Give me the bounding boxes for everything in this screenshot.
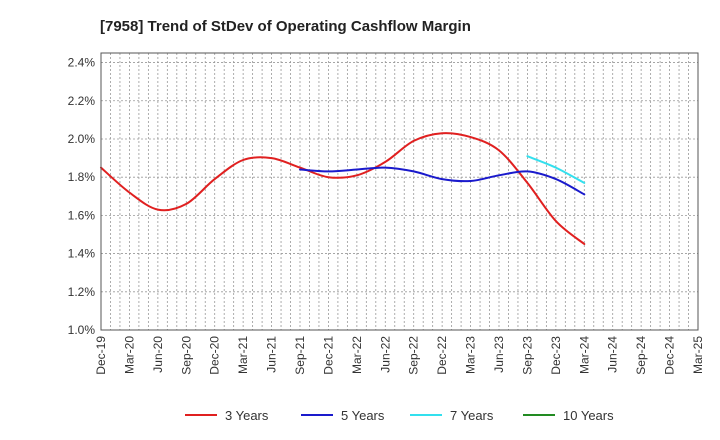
legend-label-5-years: 5 Years bbox=[341, 408, 385, 423]
x-tick-label: Mar-25 bbox=[691, 336, 705, 374]
legend: 3 Years 5 Years 7 Years 10 Years bbox=[185, 408, 614, 423]
series-lines bbox=[100, 132, 586, 245]
x-tick-label: Jun-21 bbox=[265, 336, 279, 373]
plot-frame bbox=[100, 52, 699, 331]
x-tick-label: Jun-24 bbox=[606, 336, 620, 373]
y-tick-label: 2.0% bbox=[68, 132, 96, 146]
series-line-3-years bbox=[100, 132, 586, 245]
x-tick-label: Sep-21 bbox=[293, 336, 307, 375]
y-tick-label: 1.0% bbox=[68, 323, 96, 337]
x-tick-label: Mar-20 bbox=[122, 336, 136, 374]
y-tick-label: 1.2% bbox=[68, 285, 96, 299]
series-line-5-years bbox=[299, 166, 586, 196]
y-tick-label: 1.8% bbox=[68, 170, 96, 184]
series-line-7-years bbox=[526, 155, 586, 184]
legend-label-3-years: 3 Years bbox=[225, 408, 269, 423]
y-tick-label: 1.4% bbox=[68, 247, 96, 261]
legend-label-7-years: 7 Years bbox=[450, 408, 494, 423]
x-tick-label: Mar-21 bbox=[236, 336, 250, 374]
chart-title: [7958] Trend of StDev of Operating Cashf… bbox=[100, 18, 471, 35]
x-tick-label: Jun-20 bbox=[151, 336, 165, 373]
x-tick-label: Sep-23 bbox=[520, 336, 534, 375]
x-tick-label: Dec-24 bbox=[663, 336, 677, 375]
x-tick-label: Mar-22 bbox=[350, 336, 364, 374]
plot-area bbox=[101, 53, 698, 330]
y-tick-label: 1.6% bbox=[68, 208, 96, 222]
x-tick-label: Mar-23 bbox=[464, 336, 478, 374]
x-tick-label: Dec-23 bbox=[549, 336, 563, 375]
x-tick-label: Dec-19 bbox=[94, 336, 108, 375]
y-tick-label: 2.2% bbox=[68, 94, 96, 108]
x-tick-label: Sep-22 bbox=[407, 336, 421, 375]
x-tick-label: Dec-20 bbox=[208, 336, 222, 375]
x-axis: Dec-19 Mar-20 Jun-20 Sep-20 Dec-20 Mar-21 Jun-… bbox=[94, 336, 705, 375]
x-tick-label: Sep-24 bbox=[634, 336, 648, 375]
x-tick-label: Jun-22 bbox=[378, 336, 392, 373]
x-tick-label: Jun-23 bbox=[492, 336, 506, 373]
x-tick-label: Sep-20 bbox=[179, 336, 193, 375]
y-tick-label: 2.4% bbox=[68, 56, 96, 70]
y-axis: 1.0% 1.2% 1.4% 1.6% 1.8% 2.0% 2.2% 2.4% bbox=[68, 56, 96, 337]
legend-label-10-years: 10 Years bbox=[563, 408, 614, 423]
x-tick-label: Dec-22 bbox=[435, 336, 449, 375]
x-tick-label: Mar-24 bbox=[577, 336, 591, 374]
x-tick-label: Dec-21 bbox=[321, 336, 335, 375]
